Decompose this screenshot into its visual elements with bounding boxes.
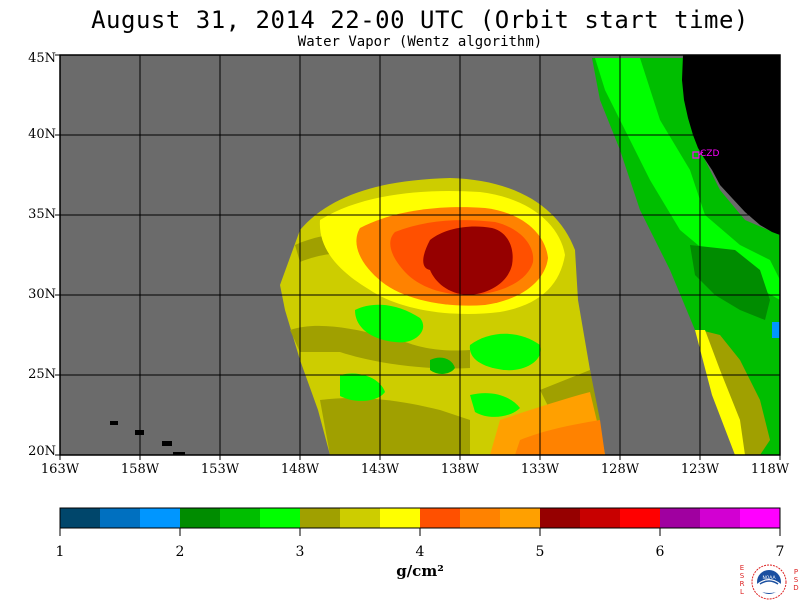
noaa-logo-icon: NOAA: [751, 564, 787, 600]
colorbar-swatch: [700, 508, 741, 528]
coastal-bright-green: [595, 58, 780, 300]
longitude-label: 148W: [280, 462, 320, 477]
map-border: [59, 54, 781, 456]
green-patch-2: [469, 333, 541, 371]
logo-letter: S: [739, 572, 745, 580]
colorbar-swatch: [660, 508, 701, 528]
latitude-label: 40N: [28, 127, 56, 142]
island-1: [110, 421, 118, 425]
logo-letter: L: [740, 588, 744, 596]
colorbar-swatch: [500, 508, 541, 528]
latitude-label: 25N: [28, 367, 56, 382]
south-orange-2: [515, 420, 605, 455]
colorbar-tick-label: 2: [175, 544, 185, 560]
logo-letter: S: [793, 576, 799, 584]
colorbar-swatch: [340, 508, 381, 528]
latitude-label: 45N: [28, 51, 56, 66]
green-patch-1: [355, 304, 424, 343]
longitude-label: 158W: [120, 462, 160, 477]
station-label: CZD: [700, 149, 719, 159]
station-arrow: [698, 151, 704, 156]
colorbar-swatch: [100, 508, 141, 528]
logo-letter: P: [793, 568, 799, 576]
colorbar-swatch: [300, 508, 341, 528]
coastal-yellow: [695, 330, 745, 455]
logo-emblem-text: NOAA: [762, 575, 776, 581]
colorbar-ticks: [59, 528, 781, 536]
logo-letter: D: [793, 584, 799, 592]
colorbar-swatch: [420, 508, 461, 528]
colorbar-swatch: [460, 508, 501, 528]
page-title: August 31, 2014 22-00 UTC (Orbit start t…: [91, 6, 749, 34]
colorbar-swatch: [580, 508, 621, 528]
longitude-label: 118W: [750, 462, 790, 477]
longitude-label: 163W: [40, 462, 80, 477]
coastal-olive: [700, 330, 770, 455]
water-vapor-field: [110, 55, 780, 455]
colorbar-tick-label: 3: [295, 544, 305, 560]
colorbar-tick-label: 4: [415, 544, 425, 560]
colorbar-tick-label: 7: [775, 544, 785, 560]
land-mass: [682, 55, 780, 235]
longitude-label: 138W: [440, 462, 480, 477]
island-3: [162, 441, 172, 446]
colorbar-swatch: [180, 508, 221, 528]
colorbar-swatch: [740, 508, 781, 528]
colorbar-swatch: [260, 508, 301, 528]
coastal-blue-spot: [772, 322, 780, 338]
longitude-label: 153W: [200, 462, 240, 477]
colorbar-unit: g/cm²: [396, 562, 444, 580]
logo-left-letters: E S R L: [738, 564, 746, 596]
green-patch-3: [340, 373, 385, 401]
logo-right-letters: P S D: [792, 568, 800, 592]
longitude-label: 123W: [680, 462, 720, 477]
olive-band-3: [320, 398, 470, 455]
latitude-label: 35N: [28, 207, 56, 222]
coastal-dark-green: [690, 245, 770, 320]
colorbar-swatch: [140, 508, 181, 528]
green-patch-4: [470, 393, 520, 417]
page-subtitle: Water Vapor (Wentz algorithm): [297, 34, 543, 50]
colorbar-tick-label: 6: [655, 544, 665, 560]
colorbar-swatch: [380, 508, 421, 528]
colorbar-swatch: [220, 508, 261, 528]
colorbar-swatch: [60, 508, 101, 528]
latitude-label: 30N: [28, 287, 56, 302]
longitude-label: 133W: [520, 462, 560, 477]
latitude-label: 20N: [28, 444, 56, 459]
logo-letter: E: [739, 564, 745, 572]
logo-letter: R: [739, 580, 745, 588]
longitude-label: 143W: [360, 462, 400, 477]
colorbar-tick-label: 1: [55, 544, 65, 560]
longitude-label: 128W: [600, 462, 640, 477]
core-dark-red: [423, 226, 513, 295]
green-patch-5: [430, 357, 455, 374]
island-4: [173, 452, 185, 455]
colorbar-swatch: [620, 508, 661, 528]
colorbar-tick-label: 5: [535, 544, 545, 560]
colorbar-swatch: [540, 508, 581, 528]
colorbar: [60, 508, 781, 528]
